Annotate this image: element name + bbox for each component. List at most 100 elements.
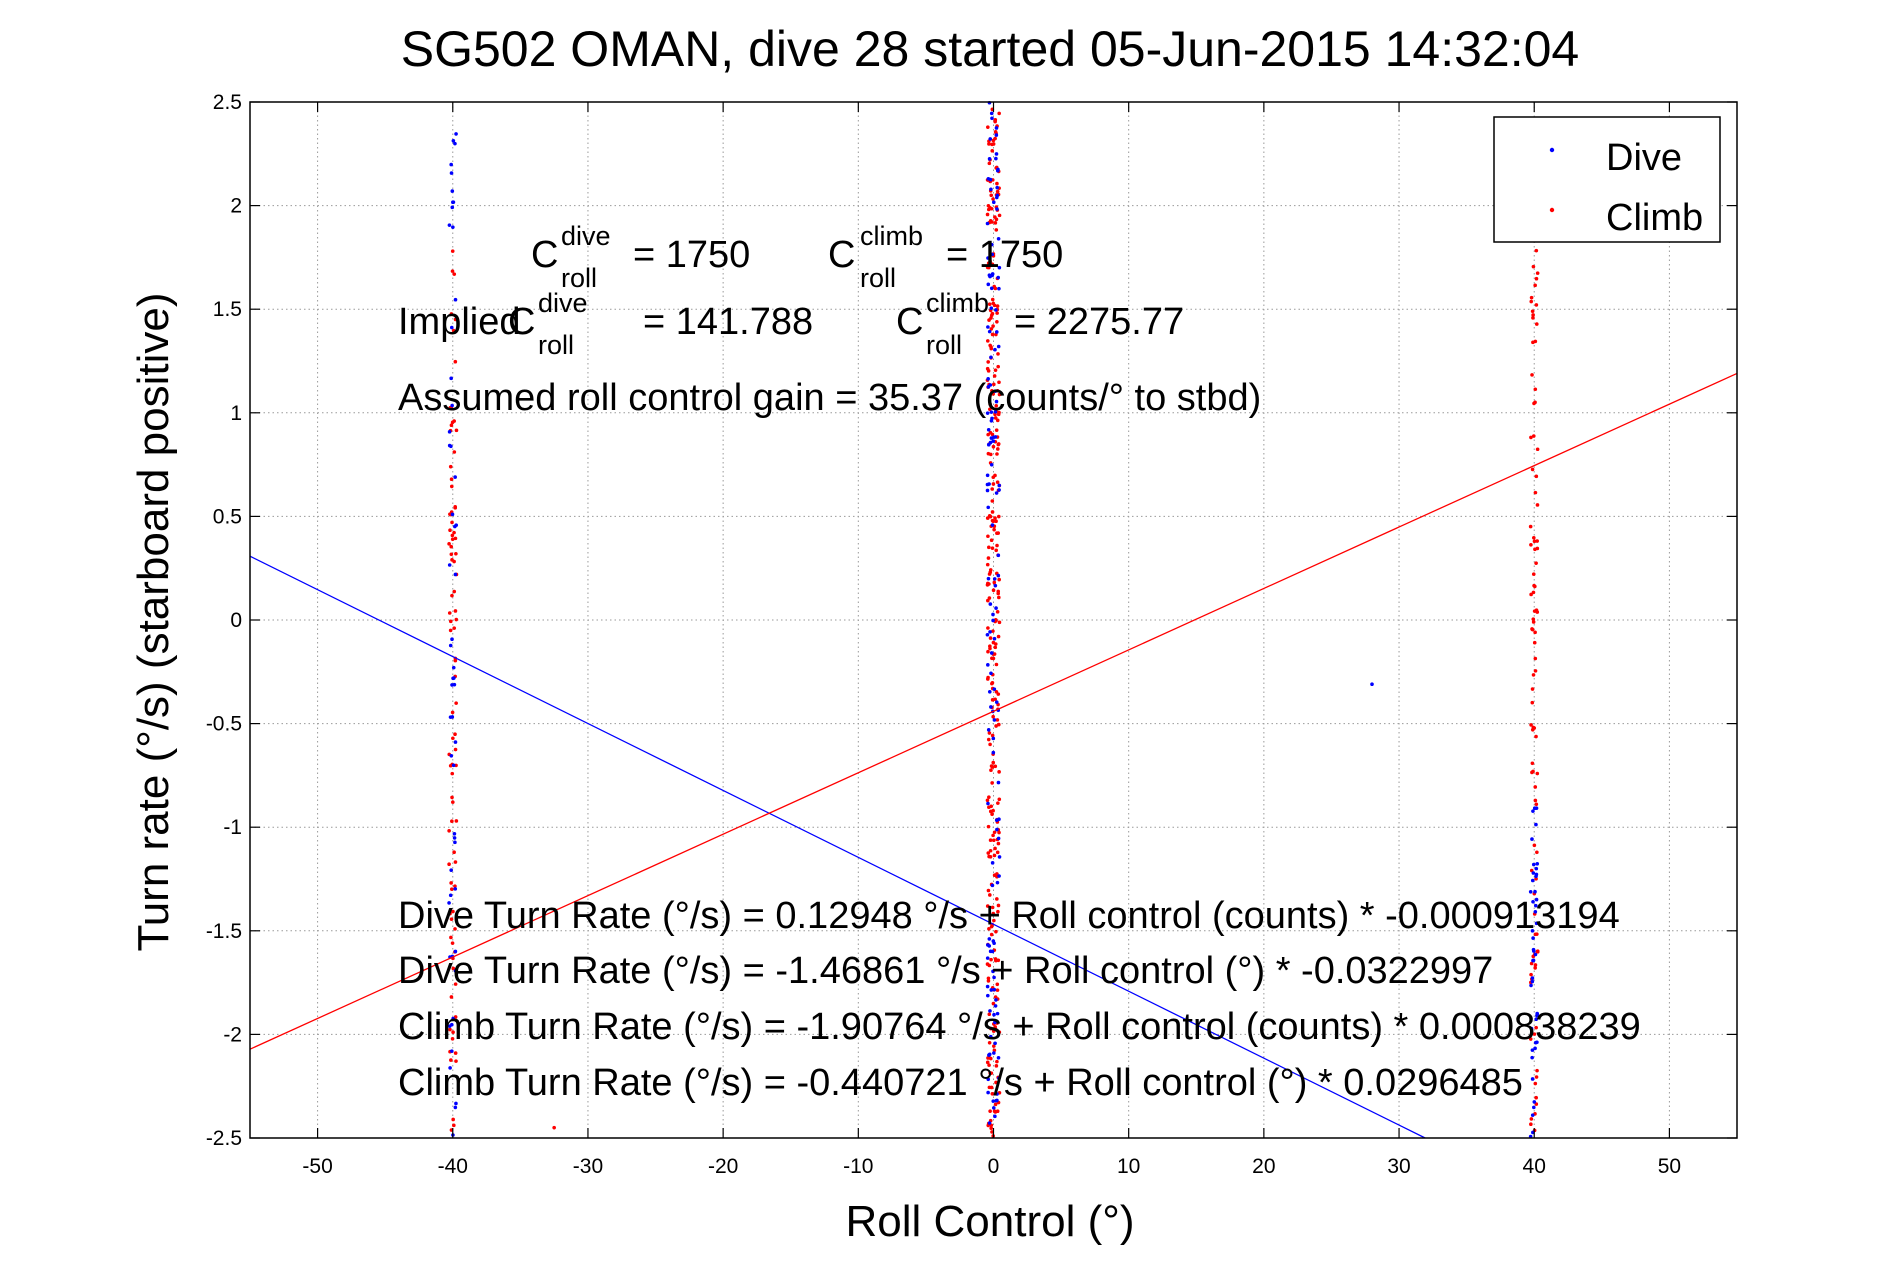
dive-point bbox=[989, 355, 993, 360]
dive-point bbox=[1530, 878, 1535, 883]
dive-point bbox=[452, 682, 457, 687]
climb-point bbox=[991, 142, 996, 146]
climb-point bbox=[452, 589, 457, 594]
climb-point bbox=[996, 841, 1001, 846]
dive-point bbox=[995, 827, 999, 832]
dive-point bbox=[992, 1012, 996, 1017]
climb-point bbox=[1530, 309, 1535, 314]
climb-point bbox=[450, 269, 455, 273]
dive-point bbox=[451, 200, 456, 204]
climb-point bbox=[995, 311, 999, 315]
climb-point bbox=[997, 514, 1001, 519]
climb-point bbox=[451, 966, 456, 971]
fit-equation-4: Climb Turn Rate (°/s) = -0.440721 °/s + … bbox=[398, 1062, 1523, 1104]
dive-point bbox=[451, 763, 456, 768]
dive-point bbox=[1534, 866, 1539, 871]
climb-point bbox=[1529, 972, 1533, 977]
dive-point bbox=[453, 475, 457, 479]
climb-point bbox=[552, 1125, 556, 1130]
dive-point bbox=[989, 705, 993, 709]
climb-point bbox=[988, 1109, 992, 1113]
dive-point bbox=[994, 491, 999, 495]
climb-point bbox=[995, 418, 1000, 423]
dive-point bbox=[1534, 806, 1539, 811]
dive-point bbox=[447, 223, 452, 227]
climb-point bbox=[994, 217, 999, 222]
dive-point bbox=[986, 993, 990, 998]
climb-point bbox=[1530, 687, 1535, 691]
climb-point bbox=[993, 642, 998, 646]
climb-point bbox=[996, 909, 1000, 914]
climb-point bbox=[994, 929, 998, 934]
climb-point bbox=[997, 392, 1002, 397]
dive-point bbox=[995, 880, 1000, 885]
dive-point bbox=[997, 286, 1001, 291]
dive-point bbox=[454, 523, 459, 527]
climb-point bbox=[1535, 503, 1540, 507]
climb-point bbox=[990, 733, 995, 738]
climb-point bbox=[987, 1063, 991, 1067]
climb-point bbox=[990, 388, 994, 393]
climb-point bbox=[993, 995, 998, 999]
climb-point bbox=[452, 450, 457, 454]
dive-point bbox=[990, 116, 994, 121]
climb-point bbox=[994, 958, 998, 963]
climb-point bbox=[987, 795, 991, 799]
climb-point bbox=[454, 1059, 458, 1063]
climb-point bbox=[449, 881, 453, 885]
x-tick-label: -10 bbox=[843, 1155, 873, 1178]
climb-point bbox=[990, 311, 995, 316]
climb-point bbox=[454, 428, 459, 433]
dive-point bbox=[986, 505, 991, 510]
climb-point bbox=[988, 848, 993, 853]
x-tick-label: -50 bbox=[302, 1155, 332, 1178]
climb-point bbox=[991, 760, 996, 765]
climb-point bbox=[1533, 785, 1538, 789]
climb-point bbox=[995, 531, 999, 536]
climb-point bbox=[996, 903, 1001, 908]
climb-point bbox=[450, 795, 454, 800]
climb-point bbox=[993, 119, 997, 124]
y-tick-label: -2 bbox=[223, 1023, 242, 1046]
dive-point bbox=[991, 612, 995, 617]
dive-point bbox=[449, 376, 453, 381]
dive-point bbox=[991, 939, 996, 943]
dive-point bbox=[992, 636, 997, 641]
dive-point bbox=[447, 430, 452, 434]
climb-point bbox=[991, 197, 995, 201]
climb-point bbox=[993, 846, 997, 851]
climb-point bbox=[986, 649, 990, 654]
climb-point bbox=[994, 1064, 999, 1068]
climb-point bbox=[989, 1085, 994, 1090]
dive-point bbox=[997, 874, 1001, 878]
dive-point bbox=[992, 1051, 996, 1055]
climb-point bbox=[995, 610, 1000, 614]
climb-point bbox=[450, 249, 455, 253]
climb-point bbox=[997, 213, 1002, 218]
climb-point bbox=[988, 407, 992, 412]
climb-point bbox=[990, 812, 994, 817]
climb-point bbox=[1533, 400, 1537, 405]
c-roll-dive-base: C bbox=[531, 234, 558, 276]
climb-point bbox=[997, 577, 1001, 582]
dive-point bbox=[990, 252, 995, 257]
climb-point bbox=[987, 927, 991, 931]
y-tick-label: 1 bbox=[230, 402, 242, 425]
dive-point bbox=[996, 1055, 1001, 1060]
dive-point bbox=[1534, 872, 1539, 877]
climb-point bbox=[450, 819, 454, 824]
climb-point bbox=[987, 1012, 992, 1017]
climb-point bbox=[995, 718, 1000, 722]
climb-point bbox=[987, 582, 991, 586]
climb-point bbox=[1531, 264, 1536, 269]
dive-point bbox=[985, 473, 990, 478]
climb-point bbox=[986, 207, 991, 212]
climb-point bbox=[1535, 932, 1539, 936]
climb-point bbox=[1531, 316, 1535, 320]
climb-point bbox=[452, 530, 456, 535]
climb-point bbox=[986, 534, 990, 539]
climb-point bbox=[987, 1041, 992, 1045]
climb-point bbox=[1532, 726, 1537, 730]
dive-point bbox=[1533, 889, 1537, 894]
